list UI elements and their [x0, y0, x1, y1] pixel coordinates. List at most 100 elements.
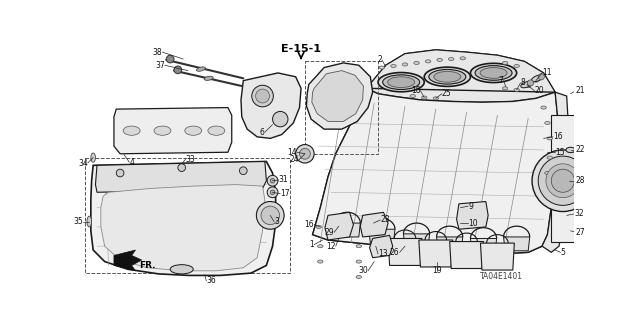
Polygon shape — [403, 234, 429, 248]
Circle shape — [257, 202, 284, 229]
Bar — [551, 115, 579, 242]
Polygon shape — [91, 161, 276, 275]
Ellipse shape — [123, 126, 140, 135]
Polygon shape — [456, 202, 488, 229]
Ellipse shape — [154, 126, 171, 135]
Text: 22: 22 — [576, 145, 586, 154]
Circle shape — [273, 111, 288, 127]
Text: 25: 25 — [442, 89, 452, 98]
Polygon shape — [367, 50, 555, 102]
Circle shape — [270, 178, 275, 183]
Circle shape — [239, 167, 247, 174]
Text: 38: 38 — [153, 48, 163, 57]
Circle shape — [551, 169, 575, 192]
Text: 20: 20 — [534, 86, 544, 95]
Circle shape — [527, 80, 534, 86]
Ellipse shape — [449, 57, 454, 61]
Bar — [86, 158, 289, 273]
Ellipse shape — [547, 137, 552, 140]
Ellipse shape — [502, 87, 508, 90]
Ellipse shape — [533, 79, 539, 82]
Polygon shape — [241, 73, 301, 138]
Circle shape — [267, 187, 278, 198]
Polygon shape — [542, 92, 568, 252]
Circle shape — [538, 74, 545, 80]
Ellipse shape — [475, 66, 512, 80]
Polygon shape — [369, 235, 393, 258]
Ellipse shape — [185, 126, 202, 135]
Circle shape — [266, 211, 274, 219]
Ellipse shape — [356, 275, 362, 278]
Text: 28: 28 — [576, 176, 586, 185]
Ellipse shape — [545, 122, 550, 124]
Polygon shape — [312, 70, 364, 122]
Polygon shape — [388, 239, 422, 265]
Polygon shape — [334, 223, 360, 237]
Ellipse shape — [433, 97, 438, 100]
Circle shape — [166, 55, 174, 63]
Ellipse shape — [437, 58, 442, 61]
Ellipse shape — [383, 75, 420, 90]
Text: 34: 34 — [78, 159, 88, 167]
Text: 13: 13 — [378, 249, 388, 258]
Text: 7: 7 — [499, 76, 504, 85]
Ellipse shape — [388, 77, 415, 87]
Ellipse shape — [410, 94, 415, 98]
Text: 8: 8 — [520, 78, 525, 87]
Text: 37: 37 — [155, 61, 164, 70]
Text: 12: 12 — [326, 242, 336, 251]
Text: 24: 24 — [289, 155, 299, 164]
Text: 17: 17 — [280, 189, 290, 198]
Ellipse shape — [514, 64, 519, 68]
Text: 2: 2 — [377, 55, 382, 64]
Text: 16: 16 — [305, 220, 314, 229]
Circle shape — [300, 148, 310, 159]
Ellipse shape — [391, 64, 396, 68]
Polygon shape — [360, 212, 388, 237]
Ellipse shape — [208, 126, 225, 135]
Text: 36: 36 — [206, 276, 216, 285]
Polygon shape — [114, 108, 232, 154]
Circle shape — [255, 89, 269, 103]
Ellipse shape — [434, 71, 461, 82]
Text: 15: 15 — [555, 148, 564, 157]
Text: 26: 26 — [390, 248, 399, 257]
Ellipse shape — [414, 61, 419, 64]
Text: 18: 18 — [411, 86, 420, 95]
Ellipse shape — [316, 226, 321, 228]
Polygon shape — [369, 229, 395, 243]
Polygon shape — [504, 237, 530, 251]
Text: 29: 29 — [324, 228, 334, 237]
Ellipse shape — [380, 66, 385, 69]
Polygon shape — [95, 161, 266, 192]
Polygon shape — [450, 241, 484, 269]
Polygon shape — [312, 88, 557, 254]
Text: 33: 33 — [186, 155, 195, 164]
Ellipse shape — [378, 72, 424, 92]
Ellipse shape — [204, 76, 213, 80]
Ellipse shape — [356, 260, 362, 263]
Ellipse shape — [470, 63, 516, 83]
Polygon shape — [481, 243, 515, 270]
Ellipse shape — [532, 75, 543, 82]
Circle shape — [261, 206, 280, 225]
Polygon shape — [101, 185, 265, 271]
Circle shape — [178, 164, 186, 172]
Circle shape — [538, 156, 588, 205]
Polygon shape — [114, 250, 141, 271]
Ellipse shape — [521, 81, 532, 88]
Text: 4: 4 — [129, 158, 134, 167]
Ellipse shape — [429, 70, 466, 84]
Text: 23: 23 — [380, 216, 390, 225]
Polygon shape — [436, 237, 463, 251]
Text: FR.: FR. — [140, 261, 156, 270]
Ellipse shape — [525, 85, 531, 87]
Text: E-15-1: E-15-1 — [281, 44, 321, 54]
Ellipse shape — [87, 216, 92, 227]
Text: 5: 5 — [561, 248, 565, 257]
Circle shape — [532, 150, 594, 211]
Ellipse shape — [480, 68, 507, 78]
Circle shape — [174, 66, 182, 74]
Polygon shape — [325, 212, 353, 240]
Ellipse shape — [541, 106, 547, 109]
